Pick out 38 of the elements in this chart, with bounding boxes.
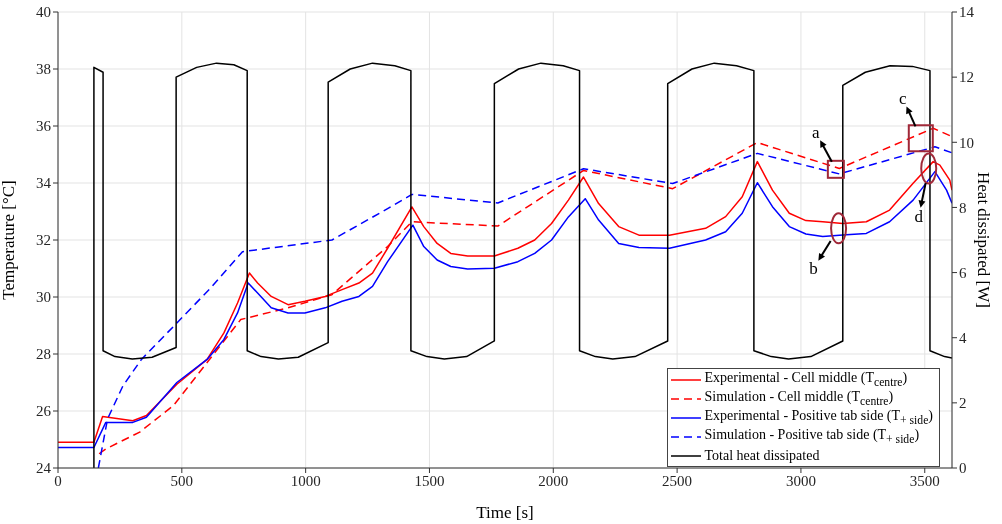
annotation: b [809, 258, 818, 278]
y-tick-label: 26 [36, 403, 52, 420]
y-tick-label: 34 [36, 175, 52, 192]
legend-label: Total heat dissipated [704, 447, 820, 465]
y-tick-label: 28 [36, 346, 51, 363]
legend-label: Simulation - Positive tab side (T$_{+ side}$) [704, 425, 920, 448]
y2-tick-label: 6 [959, 264, 967, 281]
x-tick-label: 3000 [785, 472, 816, 489]
annotation: d [914, 206, 924, 226]
y2-tick-label: 14 [959, 4, 975, 21]
y2-axis-title: Heat dissipated [W] [973, 172, 993, 308]
y2-tick-label: 0 [959, 460, 967, 477]
x-tick-label: 0 [54, 472, 62, 489]
y2-tick-label: 4 [959, 330, 967, 347]
x-tick-label: 1500 [414, 472, 445, 489]
y-tick-label: 38 [36, 61, 51, 78]
legend-label: Simulation - Cell middle (T$_{centre}$) [704, 388, 894, 408]
legend-label: Experimental - Cell middle (T$_{centre}$) [704, 369, 908, 389]
y-tick-label: 40 [36, 4, 51, 21]
y-axis-title: Temperature [°C] [0, 180, 19, 300]
y2-tick-label: 8 [959, 199, 967, 216]
y2-tick-label: 10 [959, 134, 974, 151]
x-tick-label: 2000 [538, 472, 569, 489]
line-series [93, 62, 952, 468]
y-tick-label: 32 [36, 232, 51, 249]
x-tick-label: 500 [170, 472, 194, 489]
x-tick-label: 1000 [290, 472, 321, 489]
y2-tick-label: 12 [959, 69, 974, 86]
x-tick-label: 3500 [909, 472, 940, 489]
y-tick-label: 30 [36, 289, 51, 306]
x-tick-label: 2500 [662, 472, 693, 489]
y2-tick-label: 2 [959, 395, 967, 412]
y-tick-label: 36 [36, 118, 52, 135]
annotation: a [812, 122, 821, 142]
legend-label: Experimental - Positive tab side (T$_{+ side}$) [704, 407, 933, 427]
annotation: c [899, 88, 908, 108]
x-axis-title: Time [s] [476, 503, 534, 522]
y-tick-label: 24 [36, 460, 52, 477]
